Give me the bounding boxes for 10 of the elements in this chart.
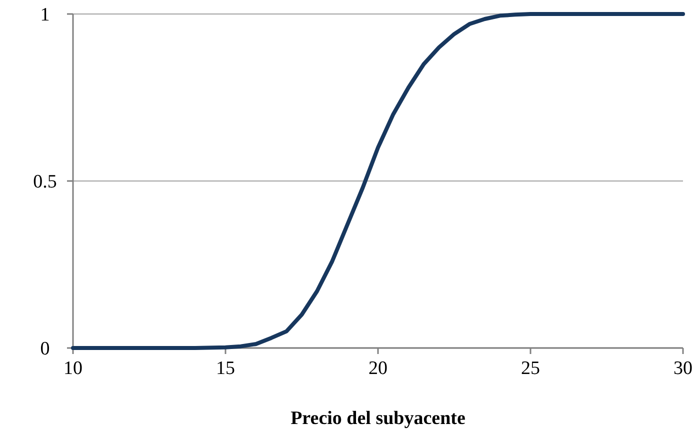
- x-axis-title: Precio del subyacente: [290, 408, 466, 429]
- y-tick-label: 1: [40, 4, 50, 26]
- x-tick-label: 20: [368, 358, 388, 379]
- x-tick-label: 30: [674, 358, 692, 379]
- x-tick-label: 25: [521, 358, 540, 379]
- y-tick-label: 0: [40, 338, 50, 360]
- x-tick-label: 10: [64, 358, 82, 379]
- x-tick-label: 15: [216, 358, 235, 379]
- y-tick-label: 0.5: [33, 172, 57, 193]
- line-series: [71, 12, 685, 350]
